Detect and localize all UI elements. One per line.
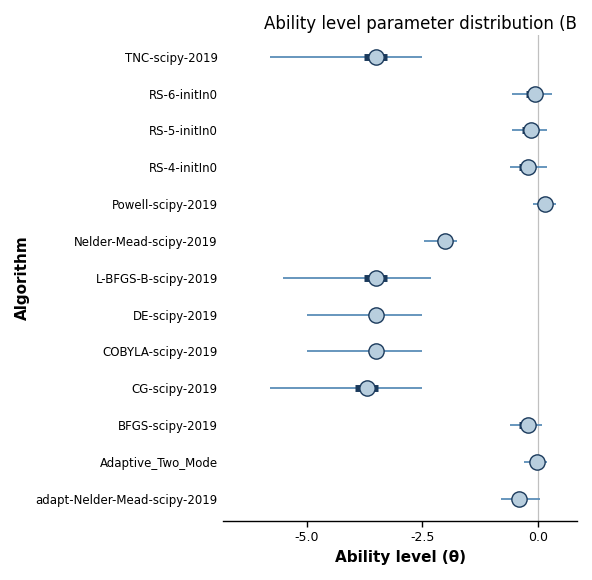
Text: Ability level parameter distribution (B: Ability level parameter distribution (B: [264, 15, 577, 33]
Y-axis label: Algorithm: Algorithm: [15, 235, 30, 320]
X-axis label: Ability level (θ): Ability level (θ): [334, 550, 466, 565]
